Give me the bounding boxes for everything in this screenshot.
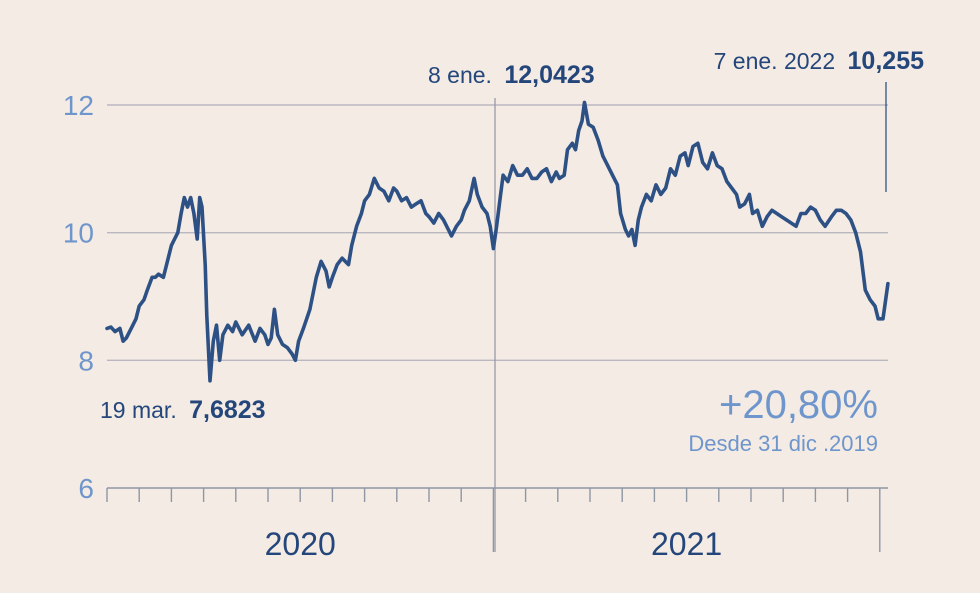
annotation-leader-lines [494,82,887,552]
y-tick-label: 8 [78,345,94,376]
annotation-max-value: 12,0423 [504,61,594,89]
y-tick-label: 6 [78,473,94,504]
annotation-max: 8 ene. 12,0423 [428,61,595,89]
change-percent: +20,80% [719,383,878,427]
y-axis: 6 8 10 12 [63,90,94,504]
year-label: 2020 [265,526,336,562]
year-label: 2021 [651,526,722,562]
annotation-last-value: 10,255 [848,47,925,75]
price-series-line [105,100,890,383]
annotation-max-date: 8 ene. [428,62,492,88]
y-tick-label: 12 [63,90,94,121]
change-since-label: Desde 31 dic .2019 [688,431,878,456]
x-axis: 2020 2021 [106,487,888,562]
annotation-min-date: 19 mar. [100,397,177,423]
annotation-last-date: 7 ene. 2022 [714,48,836,74]
y-tick-label: 10 [63,218,94,249]
annotation-min: 19 mar. 7,6823 [100,396,266,424]
annotation-min-value: 7,6823 [189,396,265,424]
annotation-last: 7 ene. 2022 10,255 [714,47,924,75]
